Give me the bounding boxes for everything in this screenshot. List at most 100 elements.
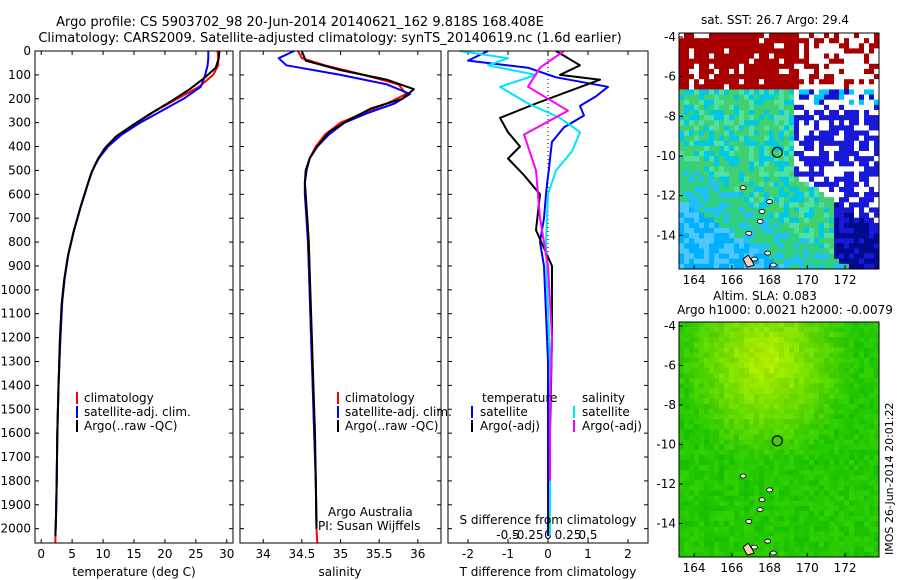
map-cell bbox=[864, 347, 870, 353]
map-cell bbox=[754, 475, 760, 481]
map-cell bbox=[829, 48, 835, 54]
map-cell bbox=[869, 104, 875, 111]
map-cell bbox=[754, 357, 760, 364]
map-cell bbox=[804, 393, 810, 399]
map-cell bbox=[849, 202, 855, 208]
map-cell bbox=[874, 222, 880, 229]
map-cell bbox=[849, 403, 855, 410]
map-cell bbox=[824, 383, 830, 389]
map-cell bbox=[844, 120, 850, 126]
map-cell bbox=[784, 222, 790, 229]
map-cell bbox=[704, 485, 710, 491]
map-cell bbox=[754, 424, 760, 430]
map-cell bbox=[859, 536, 865, 542]
map-cell bbox=[739, 63, 745, 70]
map-cell bbox=[754, 248, 760, 254]
map-cell bbox=[839, 526, 845, 532]
map-cell bbox=[809, 490, 815, 496]
map-cell bbox=[789, 444, 795, 451]
map-cell bbox=[749, 531, 755, 537]
map-cell bbox=[819, 490, 825, 496]
s-tick-label: 0.25 bbox=[555, 528, 582, 542]
map-cell bbox=[819, 352, 825, 359]
map-cell bbox=[714, 322, 720, 328]
map-cell bbox=[719, 454, 725, 461]
map-cell bbox=[824, 181, 830, 188]
x-tick-label: 5 bbox=[68, 547, 76, 561]
map-cell bbox=[864, 485, 870, 491]
map-cell bbox=[839, 403, 845, 410]
map-cell bbox=[869, 74, 875, 80]
x-tick-label: 170 bbox=[796, 273, 819, 287]
map-cell bbox=[734, 253, 740, 260]
map-cell bbox=[709, 357, 715, 364]
map-cell bbox=[799, 156, 805, 162]
map-cell bbox=[844, 263, 850, 270]
map-cell bbox=[869, 551, 875, 558]
map-cell bbox=[824, 109, 830, 116]
map-cell bbox=[849, 367, 855, 374]
map-cell bbox=[764, 342, 770, 348]
map-cell bbox=[769, 439, 775, 445]
map-cell bbox=[729, 505, 735, 512]
map-cell bbox=[779, 161, 785, 167]
map-cell bbox=[864, 94, 870, 100]
map-cell bbox=[774, 439, 780, 445]
map-cell bbox=[704, 362, 710, 369]
map-cell bbox=[749, 465, 755, 471]
map-cell bbox=[859, 186, 865, 193]
map-cell bbox=[844, 74, 850, 80]
map-cell bbox=[709, 454, 715, 461]
map-cell bbox=[809, 84, 815, 90]
map-cell bbox=[709, 151, 715, 157]
map-cell bbox=[754, 337, 760, 343]
map-cell bbox=[834, 151, 840, 157]
map-cell bbox=[874, 192, 880, 198]
map-cell bbox=[874, 238, 880, 244]
map-cell bbox=[759, 408, 765, 415]
map-cell bbox=[819, 536, 825, 542]
map-cell bbox=[724, 63, 730, 70]
map-cell bbox=[849, 227, 855, 234]
map-cell bbox=[754, 470, 760, 476]
map-cell bbox=[759, 89, 765, 95]
map-cell bbox=[859, 521, 865, 527]
map-cell bbox=[814, 212, 820, 218]
map-cell bbox=[714, 413, 720, 420]
map-cell bbox=[804, 109, 810, 116]
map-cell bbox=[749, 393, 755, 399]
map-cell bbox=[709, 161, 715, 167]
map-cell bbox=[744, 459, 750, 466]
map-cell bbox=[709, 526, 715, 532]
map-cell bbox=[834, 526, 840, 532]
map-cell bbox=[729, 125, 735, 131]
map-cell bbox=[694, 63, 700, 70]
map-cell bbox=[739, 500, 745, 507]
map-cell bbox=[774, 327, 780, 333]
map-cell bbox=[819, 94, 825, 100]
map-cell bbox=[839, 176, 845, 183]
map-cell bbox=[689, 521, 695, 527]
map-cell bbox=[854, 43, 860, 49]
map-cell bbox=[854, 352, 860, 359]
map-cell bbox=[749, 383, 755, 389]
map-cell bbox=[774, 388, 780, 394]
map-cell bbox=[749, 403, 755, 410]
map-cell bbox=[784, 362, 790, 369]
x-tick-label: 15 bbox=[126, 547, 141, 561]
map-cell bbox=[779, 238, 785, 244]
map-cell bbox=[769, 495, 775, 502]
map-cell bbox=[694, 151, 700, 157]
map-cell bbox=[839, 115, 845, 121]
map-cell bbox=[724, 130, 730, 136]
map-cell bbox=[779, 536, 785, 542]
map-cell bbox=[739, 393, 745, 399]
map-cell bbox=[834, 470, 840, 476]
map-cell bbox=[804, 383, 810, 389]
map-cell bbox=[804, 156, 810, 162]
map-cell bbox=[784, 342, 790, 348]
map-cell bbox=[844, 238, 850, 244]
map-cell bbox=[759, 424, 765, 430]
map-cell bbox=[679, 373, 685, 379]
map-cell bbox=[744, 516, 750, 522]
